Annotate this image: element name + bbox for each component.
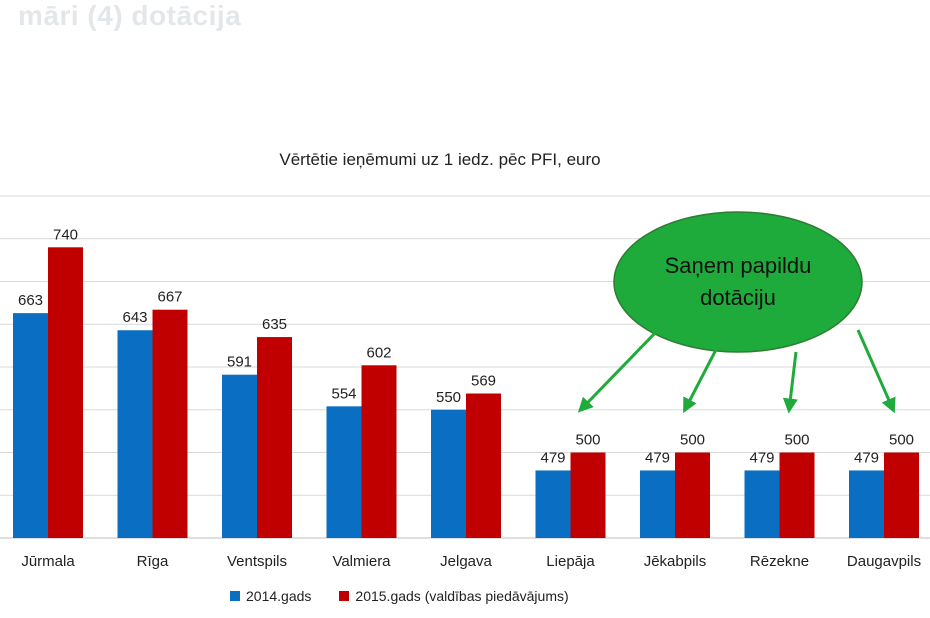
data-label-2014-4: 550 — [436, 389, 461, 406]
data-label-2015-4: 569 — [471, 373, 496, 390]
data-label-2015-5: 500 — [575, 432, 600, 449]
bar-2015-1 — [152, 309, 188, 538]
data-label-2015-7: 500 — [784, 432, 809, 449]
bar-2015-0 — [48, 247, 83, 539]
legend-swatch-2015 — [339, 591, 350, 601]
data-label-2014-8: 479 — [854, 449, 879, 466]
category-label-2: Ventspils — [227, 553, 287, 570]
data-label-2014-2: 591 — [227, 354, 252, 371]
data-label-2015-2: 635 — [262, 316, 287, 333]
legend-label-2014: 2014.gads — [246, 588, 312, 604]
bar-2014-8 — [849, 470, 884, 538]
callout-arrow-2 — [782, 351, 798, 414]
data-label-2014-6: 479 — [645, 449, 670, 466]
bar-2014-4 — [431, 409, 466, 538]
data-label-2014-1: 643 — [122, 309, 147, 326]
category-label-5: Liepāja — [546, 553, 595, 570]
faded-heading: māri (4) dotācija — [18, 0, 242, 31]
category-label-3: Valmiera — [332, 553, 391, 570]
bar-2015-8 — [884, 452, 919, 538]
bar-2015-6 — [675, 452, 710, 538]
data-label-2015-3: 602 — [366, 344, 391, 361]
category-label-7: Rēzekne — [750, 553, 809, 570]
data-label-2014-5: 479 — [540, 449, 565, 466]
bar-2014-3 — [326, 406, 362, 538]
bar-2014-5 — [535, 470, 571, 538]
bar-2015-4 — [466, 393, 501, 538]
faded-slide-header: māri (4) dotācija — [0, 0, 930, 120]
legend-item-2015: 2015.gads (valdības piedāvājums) — [339, 588, 569, 604]
data-label-2014-0: 663 — [18, 292, 43, 309]
data-label-2015-8: 500 — [889, 432, 914, 449]
bar-2014-7 — [744, 470, 780, 538]
callout-arrow-1 — [683, 341, 722, 414]
data-label-2015-1: 667 — [157, 289, 182, 306]
data-label-2014-7: 479 — [749, 449, 774, 466]
data-label-2015-0: 740 — [53, 226, 78, 243]
bar-2014-0 — [13, 313, 48, 538]
bar-2014-2 — [222, 374, 257, 538]
legend-item-2014: 2014.gads — [230, 588, 311, 604]
bar-2014-6 — [640, 470, 675, 538]
chart-title: Vērtētie ieņēmumi uz 1 iedz. pēc PFI, eu… — [279, 150, 601, 169]
category-label-8: Daugavpils — [847, 553, 921, 570]
bar-2015-5 — [570, 452, 606, 538]
callout-arrow-3 — [856, 329, 896, 414]
category-label-1: Rīga — [137, 553, 169, 570]
data-label-2014-3: 554 — [331, 385, 356, 402]
legend-swatch-2014 — [230, 591, 240, 601]
bar-2015-7 — [779, 452, 815, 538]
bar-2015-2 — [257, 337, 292, 538]
callout-ellipse — [613, 211, 863, 353]
category-label-4: Jelgava — [440, 553, 492, 570]
legend-label-2015: 2015.gads (valdības piedāvājums) — [355, 588, 569, 604]
category-label-6: Jēkabpils — [644, 553, 707, 570]
data-label-2015-6: 500 — [680, 432, 705, 449]
bar-2015-3 — [361, 365, 397, 538]
bar-2014-1 — [117, 330, 153, 538]
chart-legend: 2014.gads 2015.gads (valdības piedāvājum… — [230, 588, 569, 604]
category-label-0: Jūrmala — [21, 553, 75, 570]
callout-arrow-0 — [577, 330, 658, 413]
